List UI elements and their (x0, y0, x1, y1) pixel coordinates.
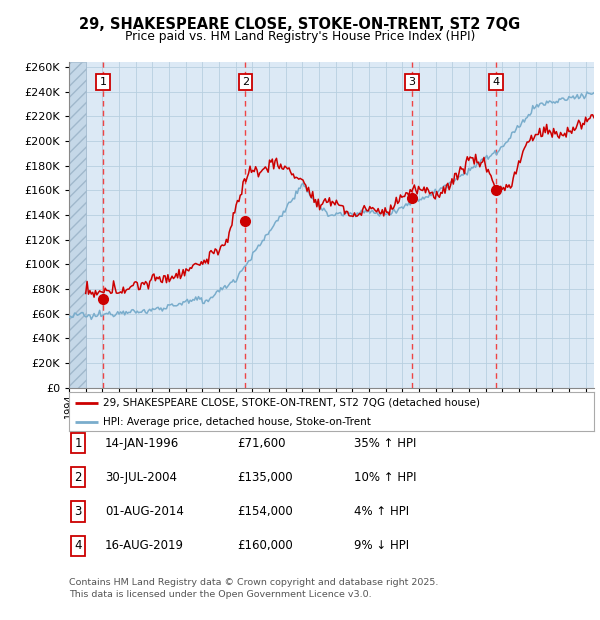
Text: Contains HM Land Registry data © Crown copyright and database right 2025.
This d: Contains HM Land Registry data © Crown c… (69, 578, 439, 599)
Text: 1: 1 (100, 77, 107, 87)
Text: £160,000: £160,000 (237, 539, 293, 552)
Text: 35% ↑ HPI: 35% ↑ HPI (354, 437, 416, 450)
Text: 2: 2 (74, 471, 82, 484)
Text: 1: 1 (74, 437, 82, 450)
Text: 4: 4 (493, 77, 500, 87)
Text: 29, SHAKESPEARE CLOSE, STOKE-ON-TRENT, ST2 7QG (detached house): 29, SHAKESPEARE CLOSE, STOKE-ON-TRENT, S… (103, 398, 480, 408)
Text: 10% ↑ HPI: 10% ↑ HPI (354, 471, 416, 484)
Text: 3: 3 (409, 77, 415, 87)
Text: 14-JAN-1996: 14-JAN-1996 (105, 437, 179, 450)
Text: 30-JUL-2004: 30-JUL-2004 (105, 471, 177, 484)
Text: 29, SHAKESPEARE CLOSE, STOKE-ON-TRENT, ST2 7QG: 29, SHAKESPEARE CLOSE, STOKE-ON-TRENT, S… (79, 17, 521, 32)
Text: £154,000: £154,000 (237, 505, 293, 518)
Text: Price paid vs. HM Land Registry's House Price Index (HPI): Price paid vs. HM Land Registry's House … (125, 30, 475, 43)
Text: 4: 4 (74, 539, 82, 552)
Text: 4% ↑ HPI: 4% ↑ HPI (354, 505, 409, 518)
Text: 01-AUG-2014: 01-AUG-2014 (105, 505, 184, 518)
Text: 2: 2 (242, 77, 249, 87)
Text: 9% ↓ HPI: 9% ↓ HPI (354, 539, 409, 552)
Text: HPI: Average price, detached house, Stoke-on-Trent: HPI: Average price, detached house, Stok… (103, 417, 371, 427)
Text: 16-AUG-2019: 16-AUG-2019 (105, 539, 184, 552)
Bar (69, 62, 86, 388)
Text: 3: 3 (74, 505, 82, 518)
Text: £135,000: £135,000 (237, 471, 293, 484)
Text: £71,600: £71,600 (237, 437, 286, 450)
